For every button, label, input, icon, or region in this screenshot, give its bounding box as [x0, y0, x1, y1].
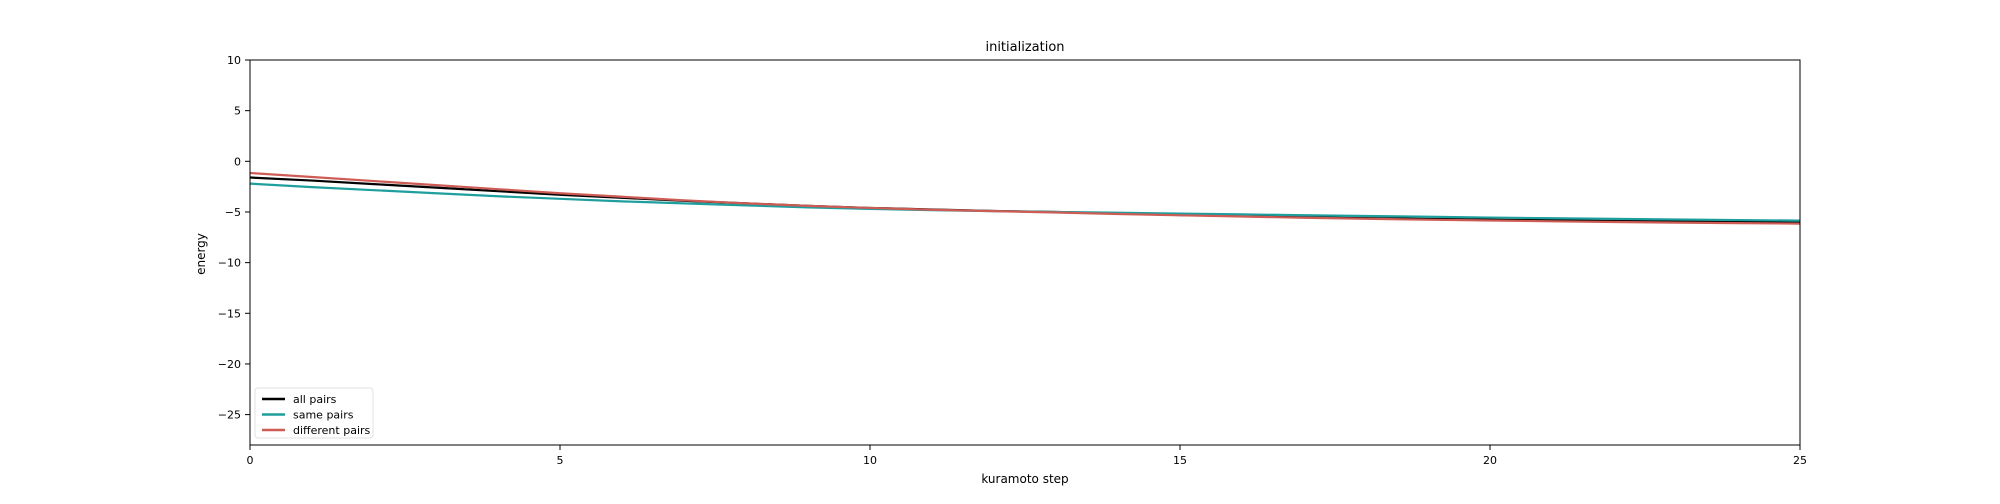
y-tick-label: −10: [218, 257, 241, 270]
x-tick-label: 10: [863, 454, 877, 467]
y-tick-label: −5: [225, 206, 241, 219]
legend-label: same pairs: [293, 409, 354, 422]
y-tick-label: 5: [234, 105, 241, 118]
y-tick-label: −20: [218, 358, 241, 371]
y-tick-label: −15: [218, 307, 241, 320]
y-axis-label: energy: [194, 233, 208, 275]
plot-frame: [249, 59, 1801, 446]
legend-box: [254, 387, 374, 439]
x-tick-label: 25: [1793, 454, 1807, 467]
y-tick-label: 10: [227, 54, 241, 67]
legend-label: all pairs: [293, 393, 337, 406]
x-axis-label: kuramoto step: [981, 472, 1068, 486]
x-tick-label: 5: [557, 454, 564, 467]
series-line-different-pairs: [249, 171, 1801, 225]
x-tick-label: 0: [247, 454, 254, 467]
x-tick-label: 15: [1173, 454, 1187, 467]
x-tick-label: 20: [1483, 454, 1497, 467]
legend-label: different pairs: [293, 424, 371, 437]
legend: all pairs same pairs different pairs: [254, 387, 374, 439]
chart-title: initialization: [985, 40, 1064, 55]
series-line-all-pairs: [249, 176, 1801, 224]
y-tick-label: −25: [218, 409, 241, 422]
y-tick-label: 0: [234, 155, 241, 168]
plot-area: 0 5 10 15 20 25 10 5 0 −5 −10 −15 −20 −25: [218, 54, 1807, 467]
